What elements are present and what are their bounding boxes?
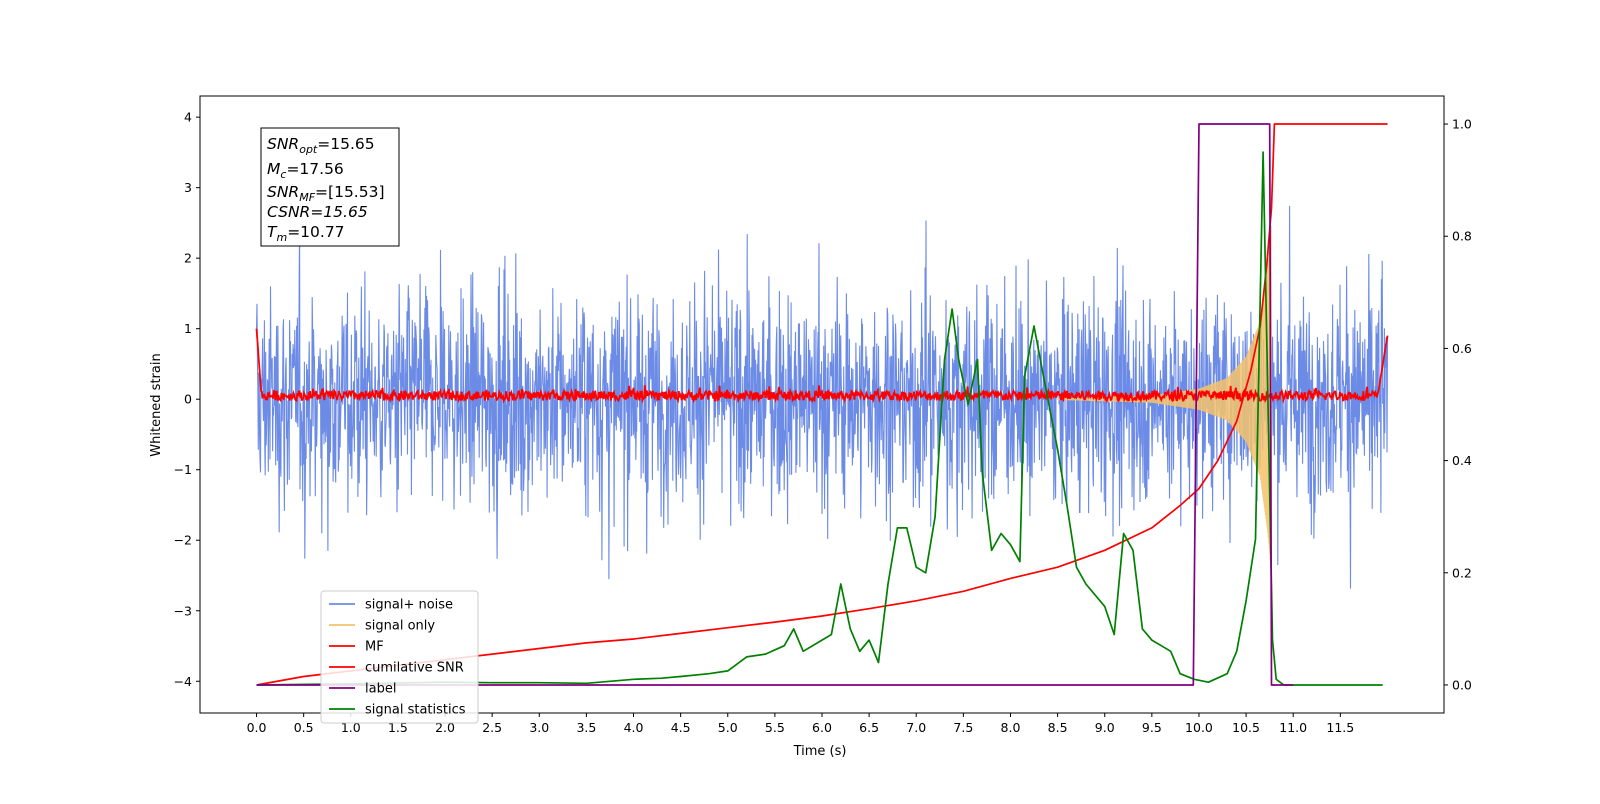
annotation-tm: Tm=10.77 bbox=[267, 223, 345, 244]
annotation-frame bbox=[260, 127, 400, 247]
legend-frame bbox=[320, 590, 479, 724]
legend: signal+ noise signal only MF cumilative SNR… bbox=[320, 590, 479, 724]
legend-label: MF bbox=[365, 640, 384, 655]
legend-label: label bbox=[365, 682, 396, 697]
y2-tick-label: 0.4 bbox=[1452, 453, 1472, 468]
x-tick-label: 7.0 bbox=[906, 720, 926, 735]
legend-label: signal statistics bbox=[365, 703, 466, 718]
y-axis-ticks: 4 3 2 1 0 −1 −2 −3 −4 bbox=[174, 110, 200, 689]
y2-tick-label: 0.6 bbox=[1452, 341, 1472, 356]
y-tick-label: −1 bbox=[174, 462, 192, 477]
annotation-snr-mf: SNRMF=[15.53] bbox=[267, 183, 385, 204]
x-tick-label: 8.5 bbox=[1048, 720, 1068, 735]
y2-tick-label: 1.0 bbox=[1452, 117, 1472, 132]
series-label bbox=[256, 123, 1294, 686]
legend-label: signal+ noise bbox=[365, 598, 453, 613]
x-tick-label: 3.0 bbox=[529, 720, 549, 735]
y2-tick-label: 0.2 bbox=[1452, 565, 1472, 580]
series-signal-only bbox=[1057, 225, 1272, 576]
series-signal-statistics bbox=[256, 151, 1383, 686]
y2-axis-ticks: 1.0 0.8 0.6 0.4 0.2 0.0 bbox=[1444, 117, 1472, 692]
annotation-box: SNRopt=15.65 Mc=17.56 SNRMF=[15.53] CSNR… bbox=[260, 127, 400, 247]
x-tick-label: 2.0 bbox=[435, 720, 455, 735]
y-tick-label: 2 bbox=[184, 251, 192, 266]
annotation-csnr: CSNR=15.65 bbox=[267, 203, 368, 221]
x-tick-label: 0.5 bbox=[294, 720, 314, 735]
x-tick-label: 6.0 bbox=[812, 720, 832, 735]
x-tick-label: 11.5 bbox=[1326, 720, 1354, 735]
legend-label: signal only bbox=[365, 619, 435, 634]
signal-only-layer bbox=[1057, 225, 1272, 576]
x-tick-label: 4.5 bbox=[671, 720, 691, 735]
y-axis-label: Whitened strain bbox=[149, 353, 164, 456]
legend-label: cumilative SNR bbox=[365, 661, 464, 676]
x-tick-label: 10.5 bbox=[1232, 720, 1260, 735]
lines-layer bbox=[256, 123, 1388, 686]
series-signal-noise bbox=[255, 205, 1389, 589]
y-tick-label: 3 bbox=[184, 180, 192, 195]
x-tick-label: 9.0 bbox=[1095, 720, 1115, 735]
annotation-mc: Mc=17.56 bbox=[267, 160, 344, 181]
mf-layer bbox=[255, 328, 1389, 404]
signal-noise-layer bbox=[255, 205, 1389, 589]
series-cumulative-snr bbox=[256, 123, 1388, 686]
y-tick-label: 0 bbox=[184, 392, 192, 407]
y-tick-label: −3 bbox=[174, 603, 192, 618]
x-tick-label: 10.0 bbox=[1185, 720, 1213, 735]
x-tick-label: 6.5 bbox=[859, 720, 879, 735]
x-tick-label: 4.0 bbox=[624, 720, 644, 735]
x-tick-label: 1.0 bbox=[341, 720, 361, 735]
annotation-snr-opt: SNRopt=15.65 bbox=[267, 135, 375, 156]
x-axis-ticks: 0.0 0.5 1.0 1.5 2.0 2.5 3.0 3.5 4.0 4.5 5.0 5.5 6.0 6… bbox=[247, 713, 1354, 735]
y2-tick-label: 0.0 bbox=[1452, 677, 1472, 692]
x-tick-label: 0.0 bbox=[247, 720, 267, 735]
x-tick-label: 9.5 bbox=[1142, 720, 1162, 735]
y-tick-label: −2 bbox=[174, 533, 192, 548]
x-tick-label: 2.5 bbox=[482, 720, 502, 735]
y2-tick-label: 0.8 bbox=[1452, 229, 1472, 244]
x-tick-label: 5.5 bbox=[765, 720, 785, 735]
x-tick-label: 7.5 bbox=[953, 720, 973, 735]
y-tick-label: 1 bbox=[184, 321, 192, 336]
y-tick-label: 4 bbox=[184, 110, 192, 125]
series-mf bbox=[255, 328, 1389, 404]
x-tick-label: 8.0 bbox=[1001, 720, 1021, 735]
y-tick-label: −4 bbox=[174, 674, 192, 689]
x-tick-label: 1.5 bbox=[388, 720, 408, 735]
x-tick-label: 3.5 bbox=[576, 720, 596, 735]
x-tick-label: 5.0 bbox=[718, 720, 738, 735]
x-tick-label: 11.0 bbox=[1279, 720, 1307, 735]
x-axis-label: Time (s) bbox=[793, 744, 847, 759]
